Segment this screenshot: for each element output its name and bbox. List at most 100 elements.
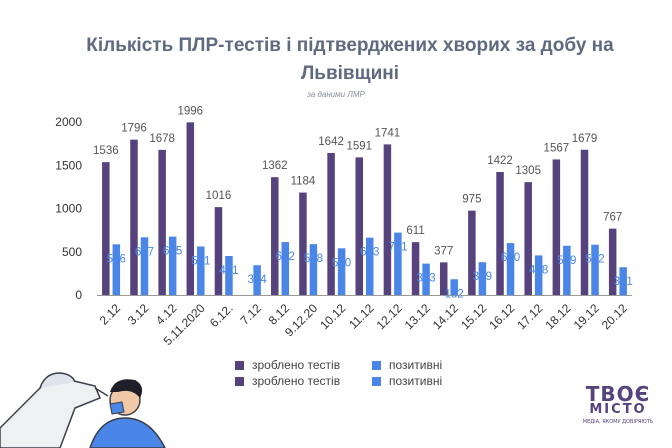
- bar-positive: [591, 244, 599, 295]
- data-label-positive: 321: [614, 276, 633, 288]
- x-tick-label: 18.12: [543, 301, 574, 332]
- bar-tests: [327, 152, 335, 295]
- data-label-positive: 569: [557, 255, 576, 267]
- pcr-test-illustration: [0, 372, 166, 448]
- data-label-positive: 458: [529, 264, 548, 276]
- data-label-positive: 582: [585, 254, 604, 266]
- bar-positive: [619, 267, 627, 295]
- bar-tests: [524, 182, 532, 295]
- data-label-positive: 663: [360, 247, 379, 259]
- y-tick-label: 1000: [55, 202, 82, 216]
- data-label-tests: 1016: [206, 190, 232, 202]
- data-label-positive: 586: [107, 253, 126, 265]
- data-label-positive: 182: [445, 288, 464, 300]
- data-label-positive: 379: [473, 271, 492, 283]
- legend-item-tests: зроблено тестів: [235, 358, 340, 372]
- bar-positive: [478, 262, 487, 295]
- bar-tests: [411, 242, 420, 295]
- bar-positive: [197, 246, 205, 295]
- y-tick-label: 0: [75, 288, 82, 302]
- legend-item-positive: позитивні: [372, 358, 442, 372]
- data-label-positive: 600: [501, 252, 520, 264]
- legend-item-positive-2: позитивні: [372, 374, 442, 388]
- bar-tests: [496, 171, 504, 295]
- x-tick-label: 12.12: [374, 301, 405, 332]
- legend-label-positive-2: позитивні: [389, 374, 443, 388]
- data-label-tests: 1741: [375, 127, 401, 139]
- data-label-tests: 1422: [487, 155, 513, 167]
- bar-positive: [506, 243, 515, 295]
- x-tick-label: 10.12: [317, 301, 348, 332]
- bar-tests: [355, 157, 363, 295]
- data-label-tests: 767: [603, 212, 622, 224]
- bar-tests: [130, 139, 138, 295]
- bar-positive: [422, 263, 430, 295]
- bar-tests: [158, 149, 166, 295]
- x-tick-label: 13.12: [402, 301, 433, 332]
- data-label-tests: 611: [406, 225, 424, 237]
- x-tick-label: 7.12: [238, 301, 265, 328]
- bar-tests: [468, 210, 476, 295]
- bar-positive: [450, 279, 458, 295]
- bar-tests: [383, 144, 392, 295]
- x-tick-label: 2.12: [97, 301, 124, 328]
- legend-swatch-positive: [372, 360, 381, 370]
- legend-label-tests-2: зроблено тестів: [252, 374, 341, 388]
- legend-label-tests: зроблено тестів: [252, 358, 341, 372]
- data-label-positive: 667: [135, 246, 154, 258]
- bar-positive: [225, 255, 233, 295]
- legend-item-tests-2: зроблено тестів: [235, 374, 340, 388]
- bar-positive: [534, 255, 543, 295]
- data-label-positive: 612: [276, 251, 295, 263]
- x-tick-label: 17.12: [514, 301, 545, 332]
- data-label-positive: 561: [191, 255, 210, 267]
- bar-positive: [337, 248, 346, 295]
- data-label-positive: 344: [248, 274, 268, 286]
- y-tick-label: 1500: [55, 158, 82, 172]
- bar-positive: [112, 244, 121, 295]
- brand-logo: ТВОЄ МІСТО МЕДІА, ЯКОМУ ДОВІРЯЮТЬ: [578, 384, 658, 425]
- data-label-tests: 1642: [318, 136, 344, 148]
- data-label-tests: 1184: [291, 176, 316, 188]
- x-tick-label: 3.12: [125, 301, 152, 328]
- bar-tests: [552, 159, 561, 295]
- bar-tests: [271, 177, 279, 295]
- logo-line2: МІСТО: [589, 402, 647, 417]
- x-tick-label: 15.12: [458, 301, 489, 332]
- legend-swatch-positive-2: [372, 376, 381, 386]
- data-label-tests: 1678: [149, 133, 175, 145]
- bar-tests: [580, 149, 589, 295]
- chart-title: Кількість ПЛР-тестів і підтверджених хво…: [86, 35, 614, 84]
- legend-swatch-tests: [235, 360, 244, 370]
- data-label-tests: 1362: [262, 160, 288, 172]
- logo-tagline: МЕДІА, ЯКОМУ ДОВІРЯЮТЬ: [582, 419, 654, 425]
- bar-positive: [366, 237, 374, 295]
- data-label-tests: 1536: [93, 145, 119, 157]
- data-label-tests: 1567: [544, 142, 570, 154]
- data-label-positive: 721: [388, 242, 407, 254]
- x-tick-label: 14.12: [430, 301, 461, 332]
- data-label-tests: 1796: [121, 123, 147, 135]
- bar-tests: [186, 122, 195, 295]
- data-label-positive: 588: [304, 253, 323, 265]
- data-label-tests: 1679: [572, 133, 598, 145]
- bar-positive: [140, 237, 149, 295]
- y-tick-label: 2000: [55, 115, 82, 129]
- y-tick-label: 500: [62, 245, 82, 259]
- bar-tests: [608, 228, 617, 295]
- bar-positive: [563, 245, 571, 295]
- legend-label-positive: позитивні: [389, 358, 443, 372]
- data-label-tests: 1591: [346, 140, 372, 152]
- x-tick-label: 16.12: [486, 301, 517, 332]
- data-label-positive: 675: [163, 246, 182, 258]
- x-tick-label: 11.12: [346, 301, 377, 332]
- data-label-positive: 451: [219, 265, 238, 277]
- bar-positive: [394, 232, 402, 295]
- bar-positive: [309, 244, 318, 295]
- x-tick-label: 20.12: [599, 301, 630, 332]
- data-label-tests: 377: [434, 245, 453, 257]
- bar-positive: [281, 242, 290, 295]
- data-label-positive: 540: [332, 257, 351, 269]
- data-label-tests: 1996: [178, 105, 204, 117]
